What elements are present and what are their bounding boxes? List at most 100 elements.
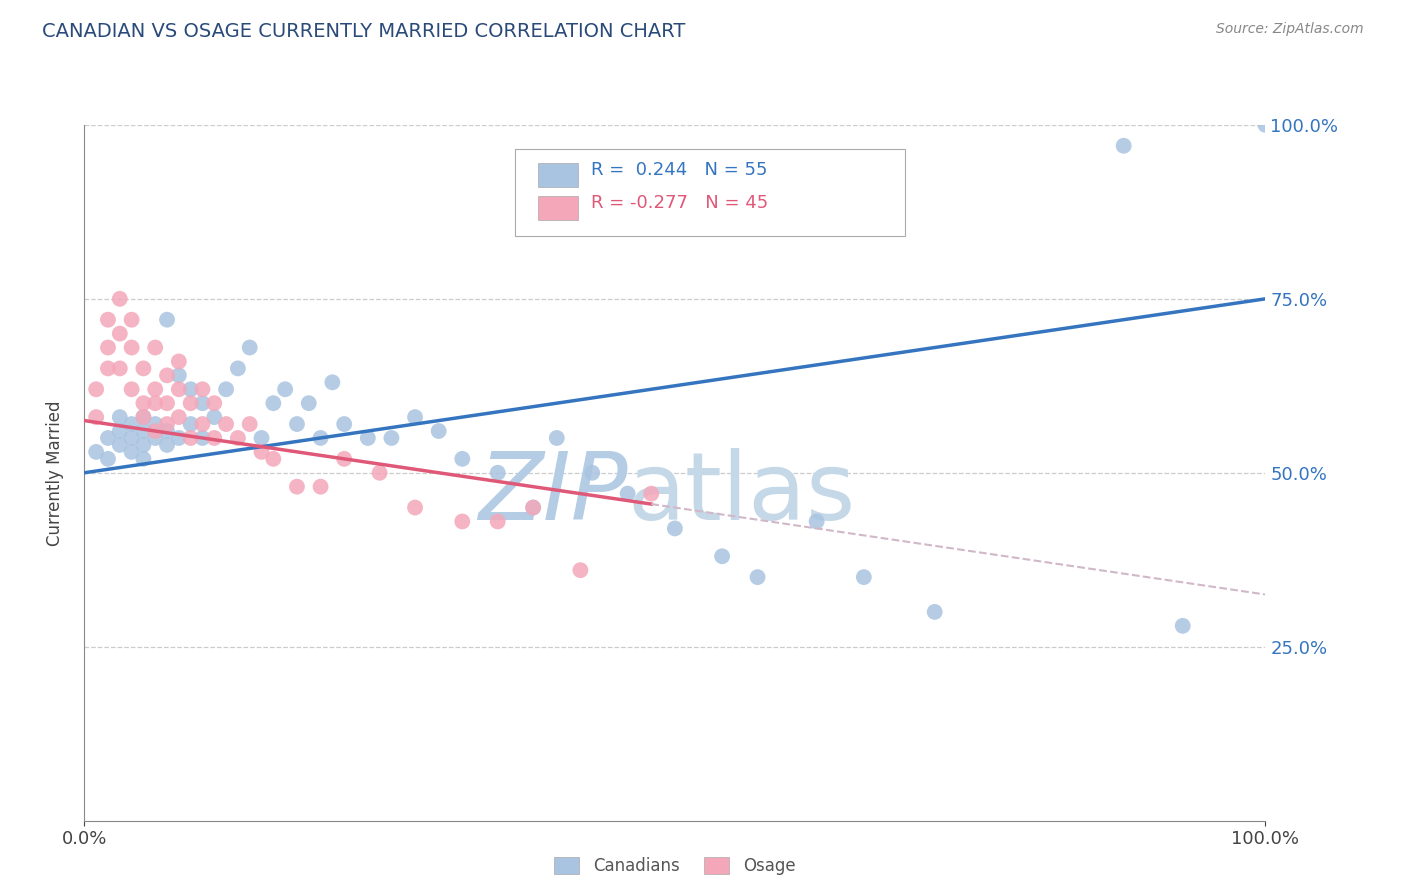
- Point: [121, 312, 143, 326]
- Point: [132, 396, 155, 410]
- Point: [404, 410, 426, 425]
- Point: [97, 361, 120, 376]
- Point: [486, 466, 509, 480]
- Point: [262, 451, 284, 466]
- Point: [143, 341, 166, 355]
- Point: [84, 410, 107, 425]
- Point: [274, 382, 297, 396]
- Point: [156, 396, 179, 410]
- Point: [924, 605, 946, 619]
- Point: [1171, 619, 1194, 633]
- Point: [298, 396, 321, 410]
- Point: [581, 466, 603, 480]
- Point: [357, 431, 380, 445]
- Text: R =  0.244   N = 55: R = 0.244 N = 55: [591, 161, 768, 179]
- Point: [143, 431, 166, 445]
- Point: [226, 361, 249, 376]
- Point: [156, 312, 179, 326]
- Point: [167, 431, 190, 445]
- Point: [97, 312, 120, 326]
- Point: [215, 382, 238, 396]
- Point: [156, 417, 179, 431]
- Point: [191, 431, 214, 445]
- Point: [747, 570, 769, 584]
- Point: [285, 417, 308, 431]
- Point: [404, 500, 426, 515]
- Point: [202, 410, 225, 425]
- Point: [108, 361, 131, 376]
- Point: [132, 410, 155, 425]
- Point: [191, 382, 214, 396]
- Point: [167, 382, 190, 396]
- Point: [191, 417, 214, 431]
- Point: [121, 445, 143, 459]
- Point: [156, 438, 179, 452]
- Point: [262, 396, 284, 410]
- Text: ZIP: ZIP: [478, 448, 627, 539]
- Point: [202, 396, 225, 410]
- Point: [108, 326, 131, 341]
- Y-axis label: Currently Married: Currently Married: [45, 400, 63, 546]
- Point: [132, 438, 155, 452]
- Point: [250, 431, 273, 445]
- Point: [427, 424, 450, 438]
- Point: [640, 486, 662, 500]
- Point: [215, 417, 238, 431]
- Point: [97, 431, 120, 445]
- Text: R = -0.277   N = 45: R = -0.277 N = 45: [591, 194, 768, 211]
- Point: [239, 417, 262, 431]
- Point: [180, 417, 202, 431]
- Point: [333, 451, 356, 466]
- Point: [143, 417, 166, 431]
- Point: [180, 431, 202, 445]
- Point: [180, 396, 202, 410]
- Point: [84, 445, 107, 459]
- Point: [285, 480, 308, 494]
- Point: [132, 410, 155, 425]
- Point: [132, 361, 155, 376]
- FancyBboxPatch shape: [538, 196, 578, 219]
- Point: [108, 292, 131, 306]
- Point: [121, 431, 143, 445]
- Point: [97, 451, 120, 466]
- Text: atlas: atlas: [627, 448, 856, 540]
- Point: [321, 376, 343, 390]
- Point: [121, 382, 143, 396]
- Point: [143, 382, 166, 396]
- Point: [156, 368, 179, 383]
- Point: [108, 438, 131, 452]
- FancyBboxPatch shape: [538, 163, 578, 186]
- Point: [1254, 118, 1277, 132]
- Point: [333, 417, 356, 431]
- Point: [202, 431, 225, 445]
- Point: [664, 521, 686, 535]
- Point: [711, 549, 734, 564]
- Point: [121, 341, 143, 355]
- Point: [84, 382, 107, 396]
- Point: [167, 354, 190, 368]
- Point: [451, 451, 474, 466]
- Point: [451, 515, 474, 529]
- Point: [180, 382, 202, 396]
- Point: [167, 368, 190, 383]
- Point: [108, 410, 131, 425]
- Point: [239, 341, 262, 355]
- Point: [143, 424, 166, 438]
- Point: [616, 486, 638, 500]
- Point: [97, 341, 120, 355]
- Point: [486, 515, 509, 529]
- Point: [191, 396, 214, 410]
- FancyBboxPatch shape: [516, 149, 905, 236]
- Legend: Canadians, Osage: Canadians, Osage: [548, 850, 801, 882]
- Point: [368, 466, 391, 480]
- Point: [522, 500, 544, 515]
- Point: [806, 515, 828, 529]
- Point: [1112, 138, 1135, 153]
- Point: [380, 431, 402, 445]
- Point: [226, 431, 249, 445]
- Point: [309, 480, 332, 494]
- Point: [522, 500, 544, 515]
- Point: [108, 424, 131, 438]
- Point: [121, 417, 143, 431]
- Point: [132, 451, 155, 466]
